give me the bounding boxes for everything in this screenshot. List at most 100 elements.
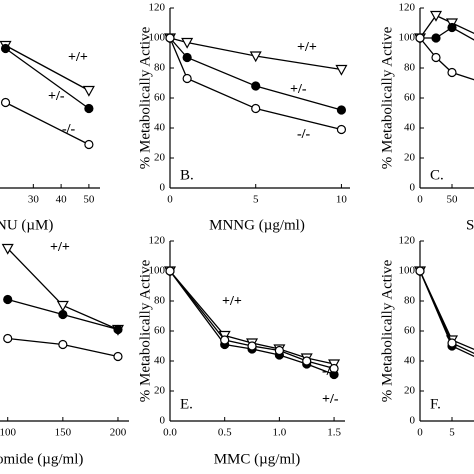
- line: [169, 270, 335, 370]
- series-label: +/+: [297, 40, 317, 55]
- marker: [58, 339, 68, 350]
- marker: [84, 139, 94, 150]
- x-tick-label: 100: [0, 427, 16, 439]
- y-tick-label: 100: [149, 265, 166, 277]
- line: [419, 14, 474, 39]
- marker: [335, 64, 348, 76]
- y-tick-label: 0: [160, 415, 166, 427]
- line: [5, 47, 90, 110]
- y-tick-label: 120: [399, 235, 416, 247]
- line: [169, 270, 335, 365]
- series-label: +/+: [50, 240, 70, 255]
- y-tick-label: 40: [154, 355, 166, 367]
- series-label: -/-: [297, 127, 311, 142]
- y-tick-label: 120: [149, 235, 166, 247]
- marker: [58, 309, 68, 320]
- marker: [447, 67, 457, 78]
- line: [419, 270, 474, 355]
- series-label: +/+: [222, 294, 242, 309]
- panel-label: C.: [430, 167, 444, 183]
- x-tick-label: 50: [447, 194, 459, 206]
- line: [5, 44, 90, 92]
- series-label: +/-: [290, 82, 307, 97]
- marker: [1, 243, 14, 255]
- y-tick-label: 0: [410, 182, 416, 194]
- marker: [113, 324, 123, 335]
- y-tick-label: 60: [154, 325, 166, 337]
- x-tick-label: 30: [28, 194, 40, 206]
- x-axis-label: MNNG (µg/ml): [209, 217, 305, 233]
- y-tick-label: 20: [404, 385, 416, 397]
- y-axis-label: % Metabolically Active: [137, 259, 153, 402]
- line: [419, 37, 474, 81]
- y-tick-label: 100: [149, 32, 166, 44]
- x-axis-label: omide (µg/ml): [0, 451, 83, 467]
- x-tick-label: 0.0: [163, 427, 177, 439]
- marker: [182, 73, 192, 84]
- y-tick-label: 20: [404, 152, 416, 164]
- panel-label: E.: [180, 396, 193, 412]
- y-tick-label: 0: [410, 415, 416, 427]
- marker: [0, 43, 11, 54]
- y-tick-label: 100: [399, 265, 416, 277]
- x-tick-label: 0.5: [218, 427, 232, 439]
- line: [419, 270, 474, 358]
- series-label: -/-: [322, 364, 336, 379]
- y-tick-label: 80: [404, 62, 416, 74]
- line: [169, 37, 342, 111]
- y-tick-label: 40: [154, 122, 166, 134]
- x-axis-label: NU (µM): [0, 217, 53, 233]
- marker: [336, 105, 347, 115]
- marker: [3, 333, 13, 344]
- y-axis-label: % Metabolically Active: [379, 259, 395, 402]
- x-tick-label: 50: [83, 194, 95, 206]
- line: [420, 26, 474, 41]
- x-tick-label: 5: [449, 427, 455, 439]
- marker: [113, 351, 123, 362]
- marker: [336, 124, 347, 135]
- marker: [247, 341, 257, 351]
- x-tick-label: 5: [253, 194, 259, 206]
- y-tick-label: 100: [399, 32, 416, 44]
- marker: [274, 345, 284, 356]
- y-tick-label: 80: [404, 295, 416, 307]
- y-tick-label: 120: [399, 2, 416, 14]
- y-tick-label: 40: [404, 122, 416, 134]
- marker: [3, 294, 13, 305]
- y-tick-label: 60: [404, 92, 416, 104]
- y-tick-label: 0: [160, 182, 166, 194]
- y-tick-label: 120: [149, 2, 166, 14]
- marker: [82, 85, 95, 97]
- x-axis-label: S: [466, 217, 474, 233]
- marker: [429, 10, 443, 22]
- series-label: +/+: [68, 50, 88, 65]
- y-tick-label: 80: [154, 295, 166, 307]
- line: [5, 101, 90, 146]
- series-label: -/-: [62, 122, 76, 137]
- marker: [329, 363, 339, 374]
- x-tick-label: 10: [336, 194, 348, 206]
- line: [169, 37, 342, 131]
- marker: [251, 81, 261, 91]
- marker: [431, 33, 441, 43]
- x-axis-label: MMC (µg/ml): [214, 451, 301, 467]
- marker: [415, 33, 425, 43]
- marker: [447, 338, 457, 348]
- y-tick-label: 60: [404, 325, 416, 337]
- marker: [251, 103, 261, 114]
- y-tick-label: 20: [154, 152, 166, 164]
- panel-label: F.: [430, 396, 441, 412]
- x-tick-label: 200: [110, 427, 127, 439]
- y-axis-label: % Metabolically Active: [137, 26, 153, 169]
- x-tick-label: 0: [417, 194, 423, 206]
- marker: [447, 22, 457, 33]
- marker: [182, 52, 192, 63]
- y-tick-label: 80: [154, 62, 166, 74]
- x-tick-label: 0: [417, 427, 423, 439]
- marker: [302, 356, 312, 366]
- y-axis-label: % Metabolically Active: [379, 26, 395, 169]
- marker: [84, 103, 94, 114]
- x-tick-label: 1.5: [327, 427, 341, 439]
